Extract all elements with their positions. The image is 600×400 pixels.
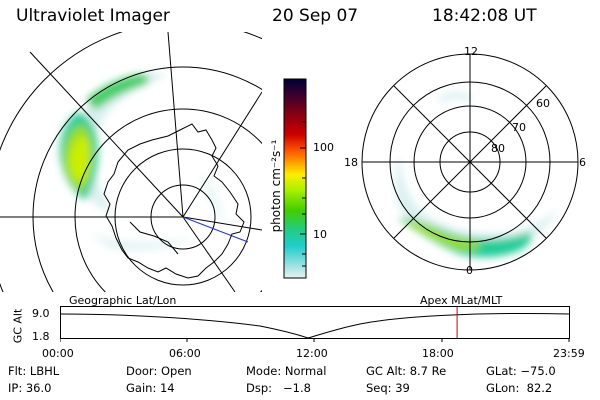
mlt-label-0: 0: [466, 264, 473, 277]
dsp-status: Dsp: −1.8: [246, 381, 311, 395]
aurora-emission: [60, 72, 224, 251]
timeline-ylabel: GC Alt: [11, 308, 25, 344]
mlt-label-6: 6: [579, 156, 586, 169]
x-tick-0000: 00:00: [42, 347, 74, 360]
time-label: 18:42:08 UT: [432, 6, 537, 26]
glat-status: GLat: −75.0: [486, 364, 556, 378]
gain-status: Gain: 14: [126, 381, 175, 395]
geographic-map: [0, 32, 262, 292]
auroral-oval: [395, 92, 558, 258]
ip-status: IP: 36.0: [8, 381, 52, 395]
right-map-caption: Apex MLat/MLT: [420, 294, 503, 307]
colorbar-tick-10: 10: [313, 228, 327, 241]
altitude-curve: [60, 313, 570, 339]
mlt-label-18: 18: [344, 156, 358, 169]
continent-outline: [103, 123, 245, 279]
colorbar-tick-100: 100: [313, 141, 334, 154]
x-tick-0600: 06:00: [169, 347, 201, 360]
glon-status: GLon: 82.2: [486, 381, 553, 395]
colorbar-unit-label: photon cm⁻²s⁻¹: [269, 139, 283, 233]
magnetic-map: [361, 53, 579, 271]
x-tick-1200: 12:00: [296, 347, 328, 360]
lat-label-80: 80: [491, 142, 505, 155]
mlt-label-12: 12: [464, 45, 478, 58]
x-tick-1800: 18:00: [422, 347, 454, 360]
left-map-caption: Geographic Lat/Lon: [69, 294, 177, 307]
lat-label-70: 70: [512, 121, 526, 134]
mlt-spokes: [362, 54, 578, 270]
x-tick-2359: 23:59: [553, 347, 585, 360]
altitude-plot: [60, 306, 570, 342]
mode-status: Mode: Normal: [246, 364, 327, 378]
meridian-lines: [0, 32, 262, 292]
lat-label-60: 60: [536, 97, 550, 110]
y-tick-9: 9.0: [32, 307, 50, 320]
filter-status: Flt: LBHL: [8, 364, 60, 378]
date-label: 20 Sep 07: [272, 6, 359, 26]
seq-status: Seq: 39: [366, 381, 410, 395]
colorbar: [283, 78, 307, 279]
satellite-track: [182, 216, 249, 243]
door-status: Door: Open: [126, 364, 192, 378]
instrument-title: Ultraviolet Imager: [16, 6, 170, 26]
x-ticks: [60, 338, 570, 342]
gc-alt-status: GC Alt: 8.7 Re: [366, 364, 447, 378]
y-tick-1-8: 1.8: [32, 330, 50, 343]
